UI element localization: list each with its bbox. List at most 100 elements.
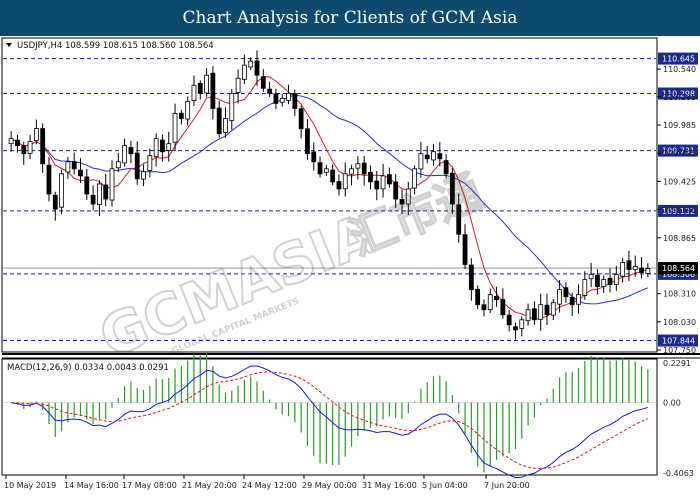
- x-tick-label: 21 May 20:00: [182, 481, 237, 490]
- candle-up: [235, 77, 241, 93]
- current-price-box: [658, 262, 698, 275]
- candle-up: [412, 168, 418, 189]
- candle-down: [254, 60, 260, 76]
- candle-up: [601, 279, 607, 287]
- x-tick-label: 10 May 2019: [4, 481, 56, 490]
- price-tick-label: 109.985: [663, 121, 696, 130]
- candle-down: [330, 169, 336, 183]
- ma-slow-line: [10, 94, 648, 305]
- level-label: 109.132: [662, 207, 695, 216]
- price-tick-label: 109.145: [663, 206, 696, 215]
- candle-up: [355, 163, 361, 169]
- candle-up: [147, 155, 153, 171]
- chart-area: 110.645 110.298 109.731 109.132 108.506 107.8…: [1, 37, 700, 490]
- x-tick-label: 7 Jun 20:00: [484, 481, 530, 490]
- candle-up: [613, 274, 619, 285]
- candle-down: [399, 199, 405, 205]
- level-label: 107.844: [662, 337, 695, 346]
- x-tick-label: 17 May 08:00: [122, 481, 177, 490]
- candle-down: [639, 267, 644, 273]
- x-tick-label: 5 Jun 04:00: [422, 481, 468, 490]
- candle-down: [544, 304, 550, 316]
- candle-up: [65, 161, 71, 173]
- candle-up: [557, 289, 562, 305]
- macd-series: 0.2291 0.00 -0.4063: [3, 353, 694, 479]
- candle-up: [323, 168, 329, 173]
- candle-up: [229, 92, 235, 121]
- candle-up: [519, 319, 525, 329]
- chart-banner-title: Chart Analysis for Clients of GCM Asia: [0, 0, 700, 36]
- candle-up: [550, 302, 556, 316]
- candle-down: [443, 160, 449, 175]
- candle-up: [166, 143, 172, 151]
- candlestick-series: [8, 50, 651, 340]
- candle-up: [115, 161, 121, 169]
- macd-tick-label: 0.2291: [663, 359, 691, 368]
- symbol-info: USDJPY,H4 108.599 108.615 108.560 108.56…: [17, 41, 214, 51]
- candle-down: [500, 299, 506, 316]
- x-tick-label: 31 May 16:00: [362, 481, 417, 490]
- x-tick-label: 29 May 00:00: [302, 481, 357, 490]
- candle-down: [462, 234, 468, 265]
- candle-down: [292, 93, 298, 109]
- dropdown-arrow-icon[interactable]: [6, 43, 12, 47]
- x-tick-label: 24 May 12:00: [242, 481, 297, 490]
- level-label-box: [658, 144, 698, 157]
- candle-down: [450, 172, 455, 205]
- candle-up: [342, 173, 348, 190]
- candle-up: [487, 294, 493, 311]
- candle-up: [645, 268, 651, 274]
- price-tick-label: 109.425: [663, 177, 696, 186]
- candle-up: [588, 274, 594, 280]
- level-label: 109.731: [662, 147, 695, 156]
- candle-down: [273, 93, 279, 104]
- candle-down: [210, 72, 216, 109]
- candle-up: [153, 138, 159, 158]
- candle-up: [185, 100, 191, 120]
- candle-down: [128, 147, 134, 155]
- candle-down: [336, 181, 342, 190]
- candle-down: [481, 304, 487, 311]
- candle-up: [349, 168, 354, 175]
- x-tick-label: 14 May 16:00: [64, 481, 119, 490]
- candle-down: [317, 162, 323, 175]
- candle-down: [40, 128, 46, 165]
- candle-up: [33, 128, 39, 141]
- candle-up: [8, 138, 14, 145]
- candle-down: [298, 108, 304, 129]
- candle-down: [368, 171, 373, 183]
- level-label-box: [658, 204, 698, 217]
- candle-down: [386, 174, 392, 185]
- price-tick-label: 108.865: [663, 234, 696, 243]
- candle-up: [620, 262, 626, 277]
- candle-down: [506, 314, 512, 326]
- candle-down: [160, 139, 165, 153]
- macd-info: MACD(12,26,9) 0.0334 0.0043 0.0291: [7, 363, 169, 373]
- candle-down: [71, 161, 77, 170]
- candle-down: [84, 176, 90, 195]
- candle-down: [90, 194, 96, 205]
- candle-up: [431, 151, 436, 161]
- candle-down: [374, 180, 380, 190]
- candle-down: [626, 260, 632, 270]
- level-label-box: [658, 334, 698, 347]
- candle-down: [311, 151, 317, 163]
- candle-up: [286, 92, 291, 101]
- candle-down: [78, 169, 83, 177]
- candle-down: [393, 181, 399, 200]
- candle-up: [59, 173, 64, 208]
- candle-down: [595, 274, 600, 287]
- candle-down: [569, 296, 575, 306]
- price-tick-label: 110.540: [663, 65, 696, 74]
- price-tick-label: 110.265: [663, 93, 696, 102]
- candle-down: [424, 154, 430, 160]
- candle-up: [405, 188, 411, 205]
- macd-tick-label: -0.4063: [663, 469, 694, 478]
- candle-up: [97, 183, 102, 206]
- candle-up: [241, 64, 247, 80]
- price-tick-label: 109.705: [663, 149, 696, 158]
- candle-up: [122, 145, 128, 164]
- candle-down: [216, 107, 222, 134]
- candle-up: [538, 304, 544, 320]
- candle-down: [475, 288, 481, 306]
